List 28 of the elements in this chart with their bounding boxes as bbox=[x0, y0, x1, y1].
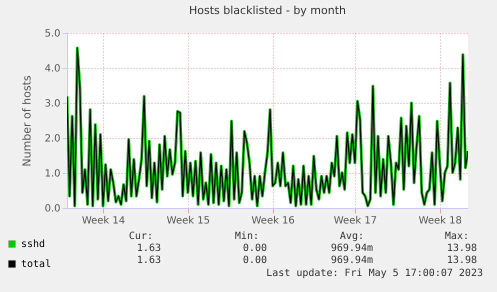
text: Min: bbox=[234, 231, 259, 242]
text: Cur: bbox=[128, 231, 153, 242]
text: Last update: Fri May 5 17:00:07 2023 bbox=[266, 268, 483, 279]
x-tick-label: Week 17 bbox=[334, 216, 378, 226]
text: 0.00 bbox=[242, 255, 267, 266]
text: 1.63 bbox=[136, 255, 161, 266]
text: 1.63 bbox=[136, 243, 161, 254]
text: 13.98 bbox=[446, 255, 477, 266]
y-tick-label: 4.0 bbox=[44, 64, 60, 74]
legend-label: sshd bbox=[21, 239, 46, 250]
x-tick-label: Week 18 bbox=[418, 216, 462, 226]
y-tick-label: 0.0 bbox=[44, 204, 60, 214]
text: Max: bbox=[444, 231, 469, 242]
legend-label: total bbox=[21, 259, 52, 270]
y-tick-label: 2.0 bbox=[44, 134, 60, 144]
text: 13.98 bbox=[446, 243, 477, 254]
text: 969.94m bbox=[330, 243, 373, 254]
y-tick-label: 5.0 bbox=[44, 28, 60, 40]
x-tick-label: Week 15 bbox=[166, 216, 210, 226]
x-tick-label: Week 14 bbox=[82, 216, 126, 226]
y-axis-title: Number of hosts bbox=[20, 75, 34, 167]
text: 969.94m bbox=[330, 255, 373, 266]
text: 0.00 bbox=[242, 243, 267, 254]
x-tick-label: Week 16 bbox=[251, 216, 295, 226]
chart-title: Hosts blacklisted - by month bbox=[188, 4, 346, 17]
y-tick-label: 1.0 bbox=[44, 168, 60, 180]
y-tick-label: 3.0 bbox=[44, 98, 60, 110]
text: Avg: bbox=[340, 231, 364, 242]
